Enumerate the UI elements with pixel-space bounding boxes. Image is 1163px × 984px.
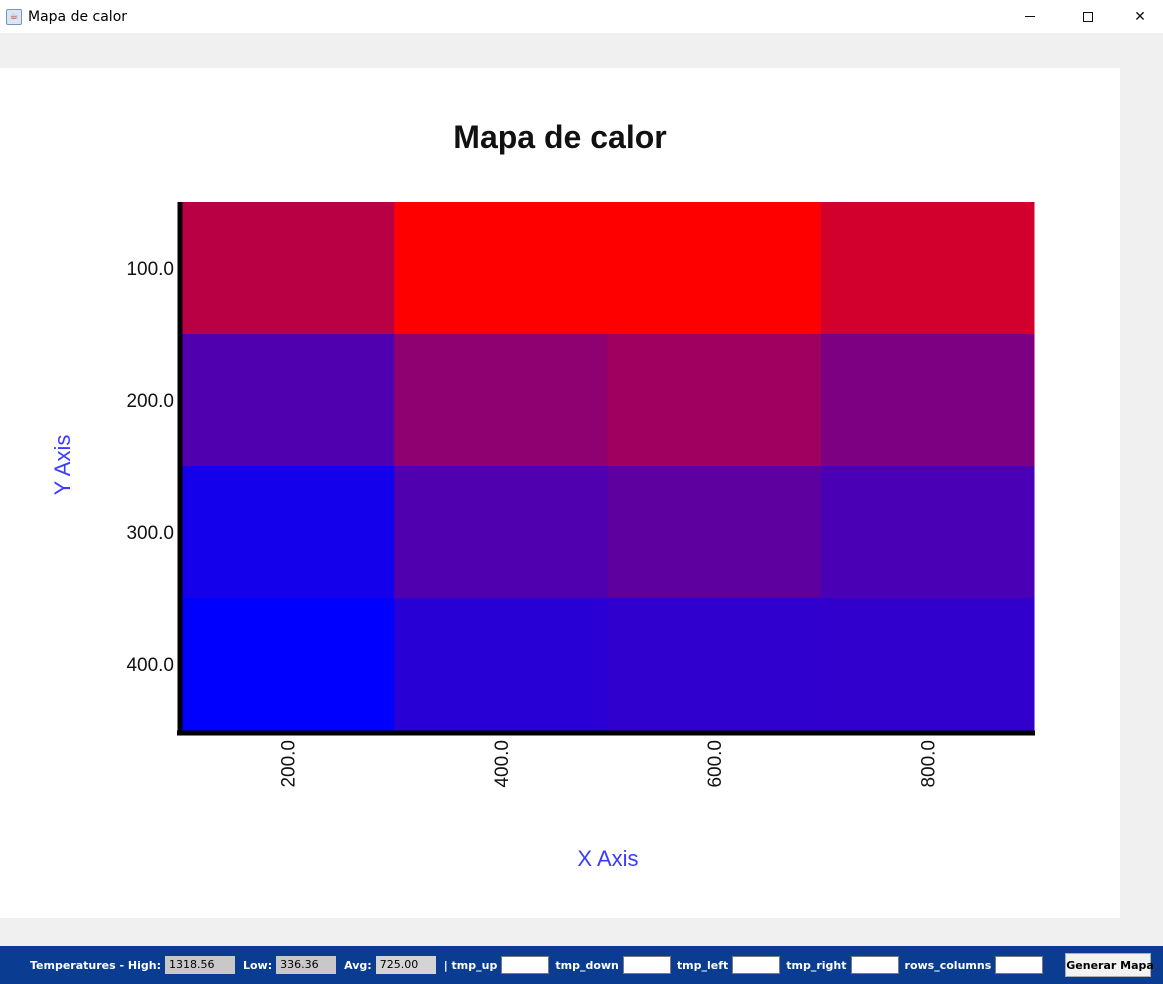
close-icon: ✕	[1134, 8, 1146, 25]
heatmap-cell	[607, 334, 822, 467]
low-temp-value: 336.36	[276, 956, 337, 974]
avg-temp-value: 725.00	[375, 956, 436, 974]
heatmap-cell	[820, 598, 1035, 731]
heatmap-chart: Mapa de calor 100.0 200.0 300.0 400.0 200.0…	[50, 119, 1035, 871]
rows-columns-label: rows_columns	[904, 958, 992, 972]
heatmap-cell	[820, 202, 1035, 335]
temperatures-label: Temperatures - High:	[30, 958, 161, 972]
heatmap-cell	[607, 466, 822, 599]
heatmap-cell	[394, 466, 608, 599]
tmp-down-input[interactable]	[622, 956, 671, 974]
y-tick-label: 100.0	[126, 259, 174, 280]
heatmap-cell	[394, 202, 608, 335]
x-tick-labels: 200.0 400.0 600.0 800.0	[279, 740, 940, 788]
minimize-icon	[1025, 16, 1035, 17]
heatmap-cell	[394, 334, 608, 467]
close-button[interactable]: ✕	[1117, 0, 1163, 33]
y-tick-label: 200.0	[126, 391, 174, 412]
y-tick-label: 300.0	[126, 523, 174, 544]
x-tick-label: 800.0	[918, 740, 939, 788]
heatmap-cell	[181, 598, 395, 731]
bottom-bar: Temperatures - High: 1318.56 Low: 336.36…	[0, 946, 1163, 984]
chart-title: Mapa de calor	[453, 119, 666, 155]
x-axis-label: X Axis	[577, 846, 638, 871]
y-axis-label: Y Axis	[50, 435, 75, 496]
y-tick-label: 400.0	[126, 655, 174, 676]
heatmap-cell	[181, 202, 395, 335]
heatmap-cell	[820, 334, 1035, 467]
x-tick-label: 400.0	[492, 740, 513, 788]
heatmap-cell	[607, 202, 822, 335]
avg-label: Avg:	[344, 958, 372, 972]
tmp-right-input[interactable]	[850, 956, 899, 974]
tmp-up-label: | tmp_up	[443, 958, 498, 972]
java-app-icon: ☕	[6, 8, 22, 25]
generate-map-button[interactable]: Generar Mapa	[1065, 953, 1154, 977]
tmp-left-label: tmp_left	[676, 958, 729, 972]
low-label: Low:	[242, 958, 273, 972]
heatmap-cell	[607, 598, 822, 731]
tmp-down-label: tmp_down	[555, 958, 619, 972]
maximize-icon	[1083, 11, 1093, 22]
heatmap-cell	[394, 598, 608, 731]
high-temp-value: 1318.56	[164, 956, 235, 974]
minimize-button[interactable]	[1001, 0, 1059, 33]
window-title: Mapa de calor	[28, 8, 128, 25]
rows-columns-input[interactable]	[995, 956, 1044, 974]
tmp-up-input[interactable]	[501, 956, 550, 974]
x-tick-label: 200.0	[279, 740, 300, 788]
maximize-button[interactable]	[1059, 0, 1117, 33]
heatmap-cells	[181, 202, 1035, 731]
tmp-right-label: tmp_right	[786, 958, 847, 972]
x-tick-label: 600.0	[705, 740, 726, 788]
chart-panel: Mapa de calor 100.0 200.0 300.0 400.0 200.0…	[0, 68, 1120, 918]
heatmap-cell	[820, 466, 1035, 599]
heatmap-cell	[181, 334, 395, 467]
tmp-left-input[interactable]	[732, 956, 781, 974]
y-tick-labels: 100.0 200.0 300.0 400.0	[126, 259, 174, 676]
heatmap-cell	[181, 466, 395, 599]
title-bar: ☕ Mapa de calor ✕	[0, 0, 1163, 33]
